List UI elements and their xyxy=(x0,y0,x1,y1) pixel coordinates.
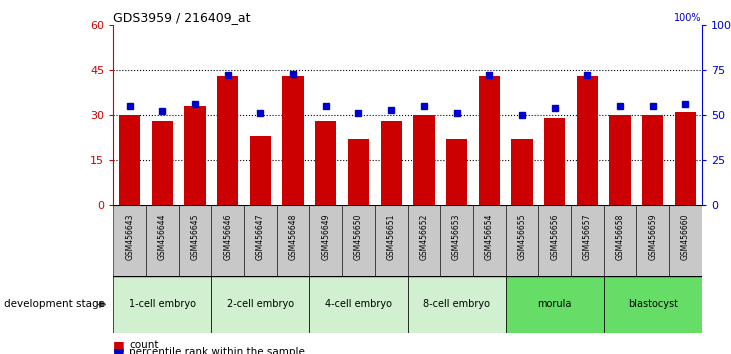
Bar xyxy=(577,76,598,205)
Bar xyxy=(440,205,473,276)
Bar xyxy=(479,76,500,205)
Bar xyxy=(637,205,669,276)
Bar xyxy=(113,205,146,276)
Text: percentile rank within the sample: percentile rank within the sample xyxy=(129,347,306,354)
Bar xyxy=(217,76,238,205)
Text: GSM456645: GSM456645 xyxy=(191,214,200,260)
Bar xyxy=(571,205,604,276)
Bar xyxy=(113,276,211,333)
Bar xyxy=(309,276,408,333)
Bar xyxy=(408,276,506,333)
Text: GSM456660: GSM456660 xyxy=(681,214,690,260)
Bar xyxy=(244,205,277,276)
Text: GSM456657: GSM456657 xyxy=(583,214,592,260)
Bar xyxy=(250,136,271,205)
Bar xyxy=(184,106,205,205)
Text: GSM456655: GSM456655 xyxy=(518,214,526,260)
Text: GSM456654: GSM456654 xyxy=(485,214,493,260)
Text: GSM456649: GSM456649 xyxy=(322,214,330,260)
Text: GSM456659: GSM456659 xyxy=(648,214,657,260)
Bar xyxy=(511,139,533,205)
Text: 4-cell embryo: 4-cell embryo xyxy=(325,299,392,309)
Text: morula: morula xyxy=(537,299,572,309)
Bar xyxy=(211,276,309,333)
Text: GSM456653: GSM456653 xyxy=(452,214,461,260)
Text: GSM456651: GSM456651 xyxy=(387,214,395,260)
Text: blastocyst: blastocyst xyxy=(628,299,678,309)
Text: development stage: development stage xyxy=(4,299,105,309)
Text: count: count xyxy=(129,340,159,350)
Text: GSM456647: GSM456647 xyxy=(256,214,265,260)
Bar xyxy=(675,112,696,205)
Text: GSM456643: GSM456643 xyxy=(125,214,135,260)
Text: ■: ■ xyxy=(113,346,125,354)
Text: GSM456656: GSM456656 xyxy=(550,214,559,260)
Text: 100%: 100% xyxy=(674,13,702,23)
Bar xyxy=(152,121,173,205)
Bar xyxy=(178,205,211,276)
Bar xyxy=(610,115,631,205)
Text: GSM456646: GSM456646 xyxy=(223,214,232,260)
Bar xyxy=(282,76,304,205)
Bar xyxy=(375,205,408,276)
Bar xyxy=(315,121,336,205)
Bar xyxy=(642,115,663,205)
Text: GSM456658: GSM456658 xyxy=(616,214,624,260)
Text: 8-cell embryo: 8-cell embryo xyxy=(423,299,490,309)
Bar xyxy=(604,276,702,333)
Text: 1-cell embryo: 1-cell embryo xyxy=(129,299,196,309)
Bar xyxy=(381,121,402,205)
Text: 2-cell embryo: 2-cell embryo xyxy=(227,299,294,309)
Bar xyxy=(277,205,309,276)
Bar xyxy=(119,115,140,205)
Bar xyxy=(146,205,178,276)
Text: GSM456650: GSM456650 xyxy=(354,214,363,260)
Text: GSM456648: GSM456648 xyxy=(289,214,298,260)
Text: ■: ■ xyxy=(113,339,125,352)
Bar xyxy=(544,118,565,205)
Bar xyxy=(669,205,702,276)
Text: GSM456652: GSM456652 xyxy=(420,214,428,260)
Bar xyxy=(309,205,342,276)
Bar xyxy=(446,139,467,205)
Bar xyxy=(538,205,571,276)
Text: GSM456644: GSM456644 xyxy=(158,214,167,260)
Bar xyxy=(342,205,375,276)
Bar xyxy=(604,205,637,276)
Bar xyxy=(408,205,440,276)
Bar xyxy=(211,205,244,276)
Bar xyxy=(506,205,538,276)
Bar xyxy=(413,115,434,205)
Bar xyxy=(473,205,506,276)
Text: GDS3959 / 216409_at: GDS3959 / 216409_at xyxy=(113,11,251,24)
Bar xyxy=(348,139,369,205)
Bar xyxy=(506,276,604,333)
